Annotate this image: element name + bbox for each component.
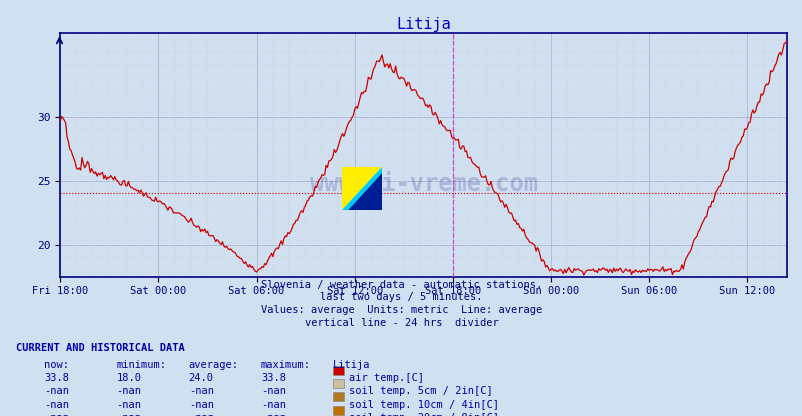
Text: vertical line - 24 hrs  divider: vertical line - 24 hrs divider <box>304 318 498 328</box>
Text: soil temp. 20cm / 8in[C]: soil temp. 20cm / 8in[C] <box>349 413 499 416</box>
Text: -nan: -nan <box>188 386 213 396</box>
Text: 24.0: 24.0 <box>188 373 213 383</box>
Text: www.si-vreme.com: www.si-vreme.com <box>310 172 537 196</box>
Polygon shape <box>342 167 382 210</box>
Text: Values: average  Units: metric  Line: average: Values: average Units: metric Line: aver… <box>261 305 541 315</box>
Text: maximum:: maximum: <box>261 360 310 370</box>
Text: -nan: -nan <box>261 400 286 410</box>
Text: -nan: -nan <box>116 386 141 396</box>
Text: -nan: -nan <box>44 413 69 416</box>
Text: 33.8: 33.8 <box>44 373 69 383</box>
Text: -nan: -nan <box>188 400 213 410</box>
Text: Slovenia / weather data - automatic stations.: Slovenia / weather data - automatic stat… <box>261 280 541 290</box>
Text: CURRENT AND HISTORICAL DATA: CURRENT AND HISTORICAL DATA <box>16 343 184 353</box>
Polygon shape <box>347 173 382 210</box>
Text: -nan: -nan <box>116 413 141 416</box>
Text: soil temp. 5cm / 2in[C]: soil temp. 5cm / 2in[C] <box>349 386 492 396</box>
Polygon shape <box>342 167 382 210</box>
Text: -nan: -nan <box>261 386 286 396</box>
Text: 33.8: 33.8 <box>261 373 286 383</box>
Text: average:: average: <box>188 360 238 370</box>
Text: soil temp. 10cm / 4in[C]: soil temp. 10cm / 4in[C] <box>349 400 499 410</box>
Text: last two days / 5 minutes.: last two days / 5 minutes. <box>320 292 482 302</box>
Text: -nan: -nan <box>116 400 141 410</box>
Text: Litija: Litija <box>333 360 371 370</box>
Text: minimum:: minimum: <box>116 360 166 370</box>
Text: now:: now: <box>44 360 69 370</box>
Text: -nan: -nan <box>44 386 69 396</box>
Title: Litija: Litija <box>395 17 451 32</box>
Text: -nan: -nan <box>261 413 286 416</box>
Text: -nan: -nan <box>44 400 69 410</box>
Text: air temp.[C]: air temp.[C] <box>349 373 423 383</box>
Text: 18.0: 18.0 <box>116 373 141 383</box>
Text: -nan: -nan <box>188 413 213 416</box>
